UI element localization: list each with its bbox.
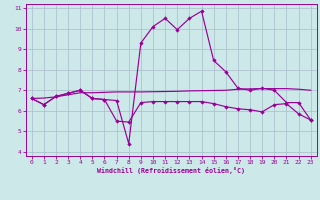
X-axis label: Windchill (Refroidissement éolien,°C): Windchill (Refroidissement éolien,°C) (97, 167, 245, 174)
